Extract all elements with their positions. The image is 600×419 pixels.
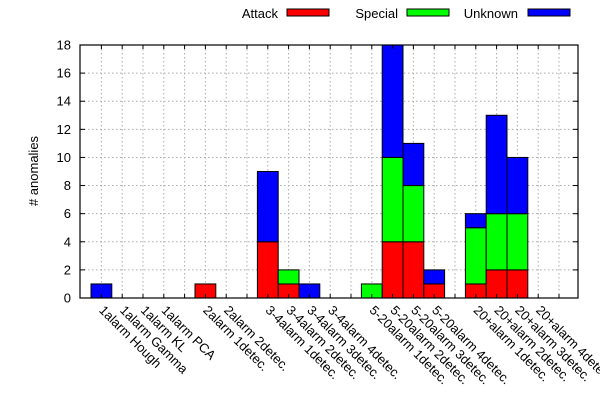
bar-special xyxy=(485,213,508,271)
y-tick-label: 4 xyxy=(64,234,71,249)
bar-unknown xyxy=(402,142,425,187)
grid xyxy=(80,45,578,298)
legend-label-special: Special xyxy=(355,6,398,21)
bar-unknown xyxy=(381,44,404,158)
bar-special xyxy=(402,185,425,243)
y-axis-label: # anomalies xyxy=(26,135,41,206)
y-tick-label: 6 xyxy=(64,206,71,221)
bar-unknown xyxy=(485,114,508,215)
bars xyxy=(90,44,529,299)
bar-unknown xyxy=(423,269,446,285)
bar-attack xyxy=(256,241,279,299)
legend: Attack Special Unknown xyxy=(242,6,571,21)
y-tick-label: 8 xyxy=(64,178,71,193)
legend-label-attack: Attack xyxy=(242,6,279,21)
y-tick-label: 2 xyxy=(64,262,71,277)
bar-special xyxy=(464,227,487,285)
bar-attack xyxy=(485,269,508,299)
y-tick-label: 0 xyxy=(64,291,71,306)
y-tick-label: 10 xyxy=(57,150,71,165)
legend-swatch-special xyxy=(406,8,450,17)
y-tick-label: 12 xyxy=(57,122,71,137)
bar-attack xyxy=(402,241,425,299)
bar-unknown xyxy=(256,171,279,243)
y-axis: 0 2 4 6 8 10 12 14 16 18 xyxy=(57,38,578,306)
legend-swatch-unknown xyxy=(527,8,571,17)
y-tick-label: 14 xyxy=(57,94,71,109)
y-tick-label: 16 xyxy=(57,66,71,81)
plot-frame xyxy=(79,44,579,299)
bar-attack xyxy=(381,241,404,299)
bar-attack xyxy=(506,269,529,299)
bar-unknown xyxy=(506,156,529,215)
legend-label-unknown: Unknown xyxy=(464,6,518,21)
legend-swatch-attack xyxy=(286,8,330,17)
bar-unknown xyxy=(464,213,487,229)
y-tick-label: 18 xyxy=(57,38,71,53)
bar-special xyxy=(277,269,300,285)
bar-special xyxy=(381,156,404,243)
bar-special xyxy=(506,213,529,271)
